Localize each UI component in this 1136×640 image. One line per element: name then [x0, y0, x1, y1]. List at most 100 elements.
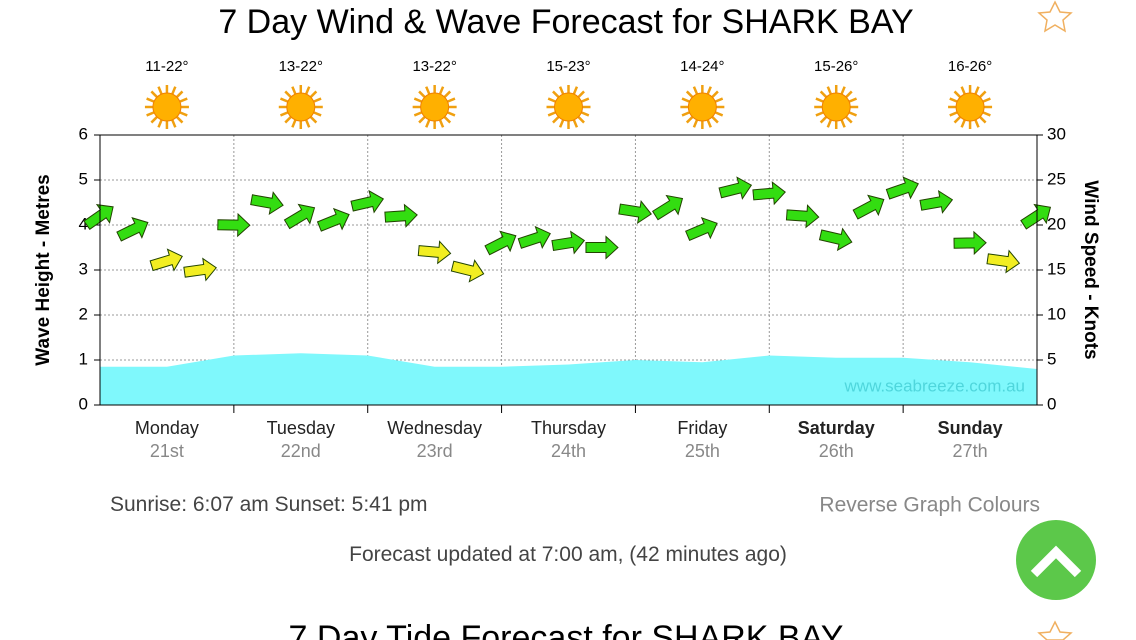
temp-range: 11-22° — [145, 58, 188, 75]
y-tick-label: 2 — [79, 304, 88, 323]
sun-disc — [955, 92, 985, 122]
wind-arrow — [618, 200, 652, 225]
wind-arrow — [818, 227, 853, 252]
sun-ray — [572, 118, 579, 128]
wind-arrow — [250, 191, 284, 216]
sun-ray — [438, 86, 445, 96]
y-tick-label: 4 — [79, 214, 88, 233]
y2-tick-label: 15 — [1047, 259, 1066, 278]
sun-ray — [442, 90, 452, 99]
sun-disc — [554, 92, 583, 122]
sun-ray — [973, 86, 980, 96]
sun-ray — [438, 118, 445, 128]
wind-arrow — [417, 240, 452, 265]
sun-ray — [685, 115, 695, 124]
wind-arrow — [183, 257, 217, 282]
wind-arrow — [384, 203, 418, 228]
y2-tick-label: 0 — [1047, 394, 1056, 413]
sun-ray — [146, 97, 156, 104]
wind-arrow — [852, 194, 885, 220]
sun-ray — [819, 115, 828, 124]
favorite-star[interactable] — [1037, 0, 1073, 33]
sun-disc — [420, 92, 450, 122]
temp-range: 13-22° — [279, 58, 323, 75]
sun-ray — [178, 110, 188, 117]
y2-tick-label: 20 — [1047, 214, 1066, 233]
y2-tick-label: 30 — [1047, 124, 1066, 143]
sun-icon — [278, 85, 323, 129]
sun-ray — [425, 86, 431, 96]
sun-ray — [706, 118, 712, 128]
sun-ray — [425, 118, 431, 128]
wind-arrow — [885, 176, 919, 200]
wind-arrow — [316, 207, 350, 232]
temp-range: 13-22° — [412, 58, 456, 75]
x-tick-label: Wednesday — [387, 418, 482, 438]
sun-ray — [576, 115, 585, 124]
x-date-label: 27th — [953, 441, 988, 461]
sun-ray — [572, 86, 579, 96]
x-tick-label: Saturday — [798, 418, 875, 438]
sun-ray — [442, 115, 452, 124]
y2-tick-label: 5 — [1047, 349, 1056, 368]
sun-ray — [826, 118, 833, 128]
sun-ray — [291, 86, 297, 96]
sun-ray — [685, 90, 695, 99]
updated-text: Forecast updated at 7:00 am, (42 minutes… — [349, 543, 787, 566]
x-tick-label: Tuesday — [267, 418, 335, 438]
sun-times: Sunrise: 6:07 am Sunset: 5:41 pm — [110, 493, 428, 516]
scroll-top-button[interactable] — [1016, 520, 1096, 600]
sun-disc — [821, 92, 851, 122]
wind-arrow — [718, 176, 753, 200]
sun-ray — [826, 86, 833, 96]
sun-ray — [418, 115, 427, 124]
x-tick-label: Monday — [135, 418, 199, 438]
x-tick-label: Thursday — [531, 418, 606, 438]
wind-arrow — [350, 189, 385, 214]
sun-ray — [552, 90, 561, 99]
wind-arrow — [217, 212, 251, 238]
sun-disc — [286, 92, 316, 122]
sun-ray — [309, 115, 318, 124]
x-tick-label: Friday — [677, 418, 727, 438]
sun-ray — [844, 115, 853, 124]
sun-ray — [953, 90, 962, 99]
reverse-colours-link[interactable]: Reverse Graph Colours — [819, 494, 1040, 517]
up-icon — [1030, 545, 1082, 578]
sun-ray — [284, 90, 293, 99]
wind-arrow — [651, 194, 684, 221]
plot-frame — [99, 134, 1038, 406]
sun-ray — [413, 110, 424, 117]
y2-axis-label: Wind Speed - Knots — [1080, 180, 1101, 359]
x-date-label: 24th — [551, 441, 586, 461]
y-tick-label: 6 — [79, 124, 88, 143]
wind-arrow — [484, 230, 517, 256]
x-date-label: 21st — [150, 441, 184, 461]
sun-ray — [304, 118, 311, 128]
favorite-star[interactable] — [1037, 620, 1073, 640]
x-date-label: 22nd — [281, 441, 321, 461]
sun-ray — [978, 115, 987, 124]
sun-icon — [546, 85, 591, 129]
sun-ray — [146, 110, 156, 117]
sun-ray — [706, 86, 712, 96]
x-date-label: 26th — [819, 441, 854, 461]
sun-ray — [413, 97, 424, 104]
sun-ray — [446, 110, 456, 117]
sun-ray — [576, 90, 585, 99]
sun-ray — [819, 90, 828, 99]
y-tick-label: 3 — [79, 259, 88, 278]
sun-icon — [814, 85, 859, 129]
x-date-label: 25th — [685, 441, 720, 461]
sun-ray — [710, 115, 719, 124]
sun-ray — [284, 115, 293, 124]
wind-arrow — [551, 230, 586, 255]
y2-tick-label: 10 — [1047, 304, 1066, 323]
wind-arrow — [785, 204, 820, 229]
sun-ray — [446, 97, 456, 104]
sun-ray — [418, 90, 427, 99]
sun-icon — [948, 85, 993, 129]
next-title: 7 Day Tide Forecast for SHARK BAY — [289, 619, 844, 640]
